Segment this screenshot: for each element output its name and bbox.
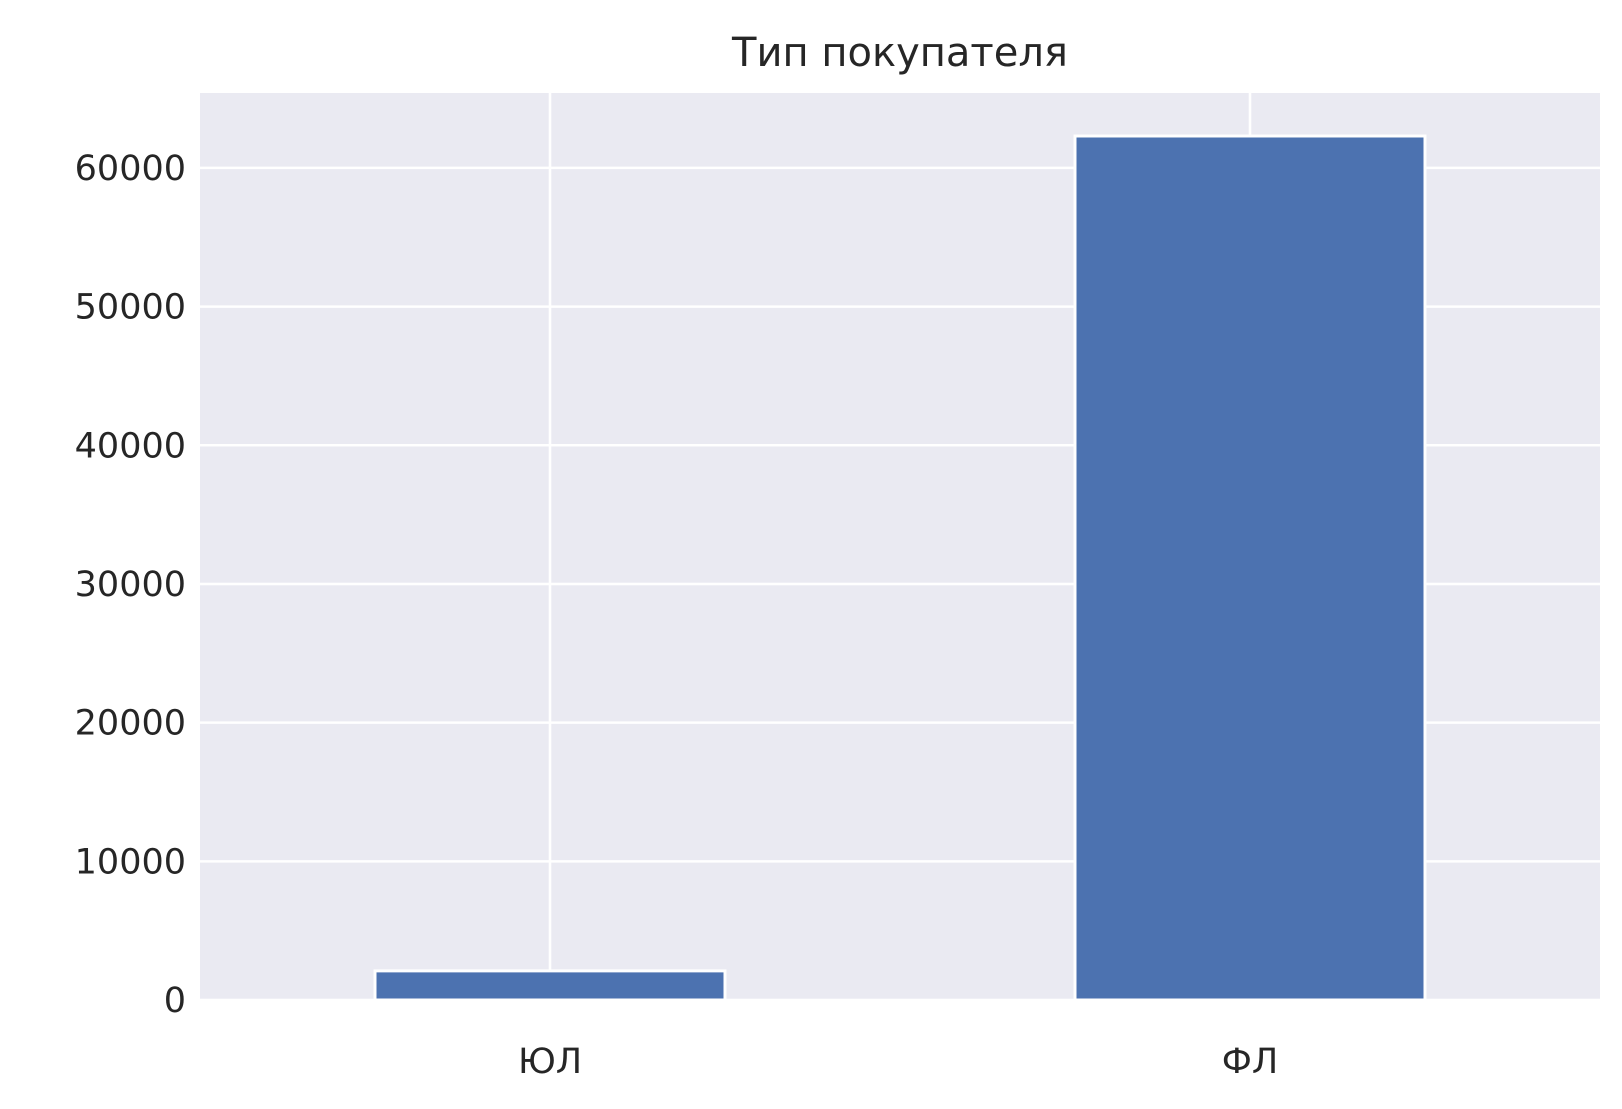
x-axis-ticks: ЮЛ ФЛ [518,1042,1278,1082]
y-tick-label: 0 [164,981,186,1021]
y-axis-ticks: 0 10000 20000 30000 40000 50000 60000 [75,149,186,1021]
x-tick-label: ФЛ [1222,1042,1278,1082]
y-tick-label: 40000 [75,426,186,466]
bar-1 [1073,134,1427,1002]
y-tick-label: 50000 [75,288,186,328]
y-tick-label: 30000 [75,565,186,605]
y-tick-label: 20000 [75,704,186,744]
y-tick-label: 60000 [75,149,186,189]
bar-0 [373,969,727,1002]
x-tick-label: ЮЛ [518,1042,582,1082]
bars [373,134,1427,1002]
y-tick-label: 10000 [75,842,186,882]
chart-title: Тип покупателя [731,30,1068,76]
